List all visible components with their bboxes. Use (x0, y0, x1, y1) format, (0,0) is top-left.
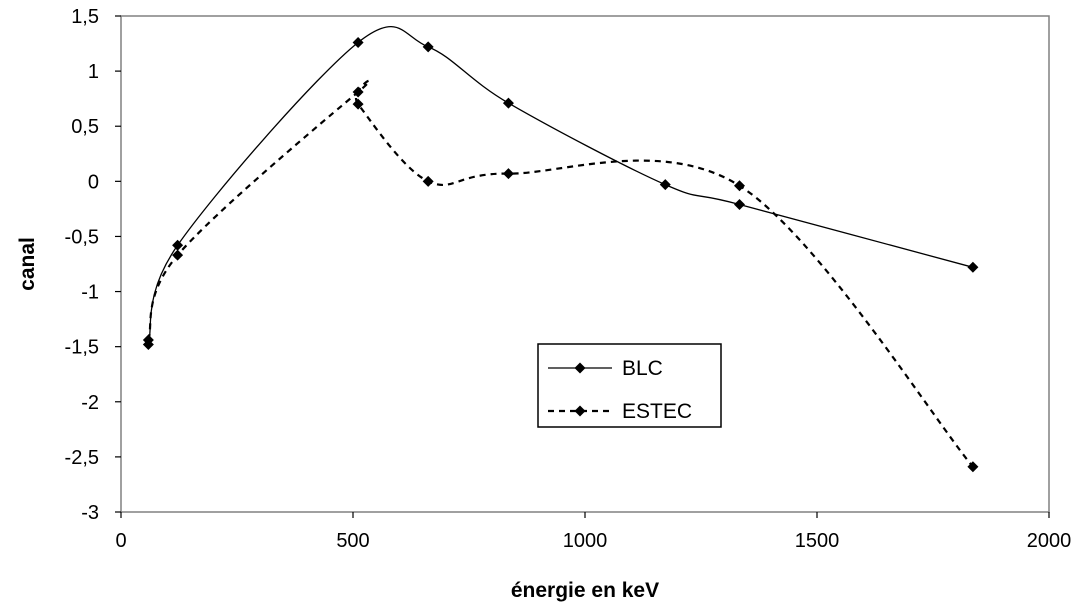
legend: BLC ESTEC (537, 343, 722, 428)
data-point-blc (967, 261, 979, 273)
data-point-estec (352, 86, 364, 98)
y-axis-title: canal (16, 237, 39, 291)
legend-box (537, 343, 722, 428)
y-tick-label: 0,5 (71, 116, 99, 138)
y-tick-label: 1 (88, 61, 99, 83)
y-tick-label: -2 (81, 392, 99, 414)
y-axis-ticks: 1,5 1 0,5 0 -0,5 -1 -1,5 -2 -2,5 -3 (65, 6, 121, 524)
data-point-estec (352, 98, 364, 110)
x-tick-label: 0 (115, 530, 126, 552)
x-tick-label: 1500 (795, 530, 840, 552)
x-axis-ticks: 0 500 1000 1500 2000 (115, 512, 1071, 552)
y-tick-label: -0,5 (65, 226, 99, 248)
series-line-estec (147, 79, 974, 468)
x-tick-label: 2000 (1027, 530, 1072, 552)
data-point-estec (172, 249, 184, 261)
data-point-blc (352, 36, 364, 48)
series-layer (142, 25, 979, 473)
legend-label-blc: BLC (622, 357, 663, 380)
data-point-blc (659, 179, 671, 191)
y-tick-label: -1 (81, 282, 99, 304)
data-point-estec (422, 175, 434, 187)
data-point-estec (142, 334, 154, 346)
x-tick-label: 500 (336, 530, 369, 552)
y-tick-label: 1,5 (71, 6, 99, 28)
data-point-estec (502, 168, 514, 180)
plot-area (120, 15, 1050, 513)
data-point-blc (422, 41, 434, 53)
legend-marker-estec (574, 405, 586, 417)
x-tick-label: 1000 (563, 530, 608, 552)
x-axis-title: énergie en keV (511, 579, 659, 602)
legend-label-estec: ESTEC (622, 400, 692, 423)
y-tick-label: -3 (81, 502, 99, 524)
legend-marker-blc (574, 362, 586, 374)
y-tick-label: -1,5 (65, 337, 99, 359)
data-point-blc (172, 239, 184, 251)
data-point-estec (967, 461, 979, 473)
data-point-blc (502, 97, 514, 109)
y-tick-label: -2,5 (65, 447, 99, 469)
data-point-blc (734, 198, 746, 210)
data-point-estec (734, 180, 746, 192)
y-tick-label: 0 (88, 171, 99, 193)
